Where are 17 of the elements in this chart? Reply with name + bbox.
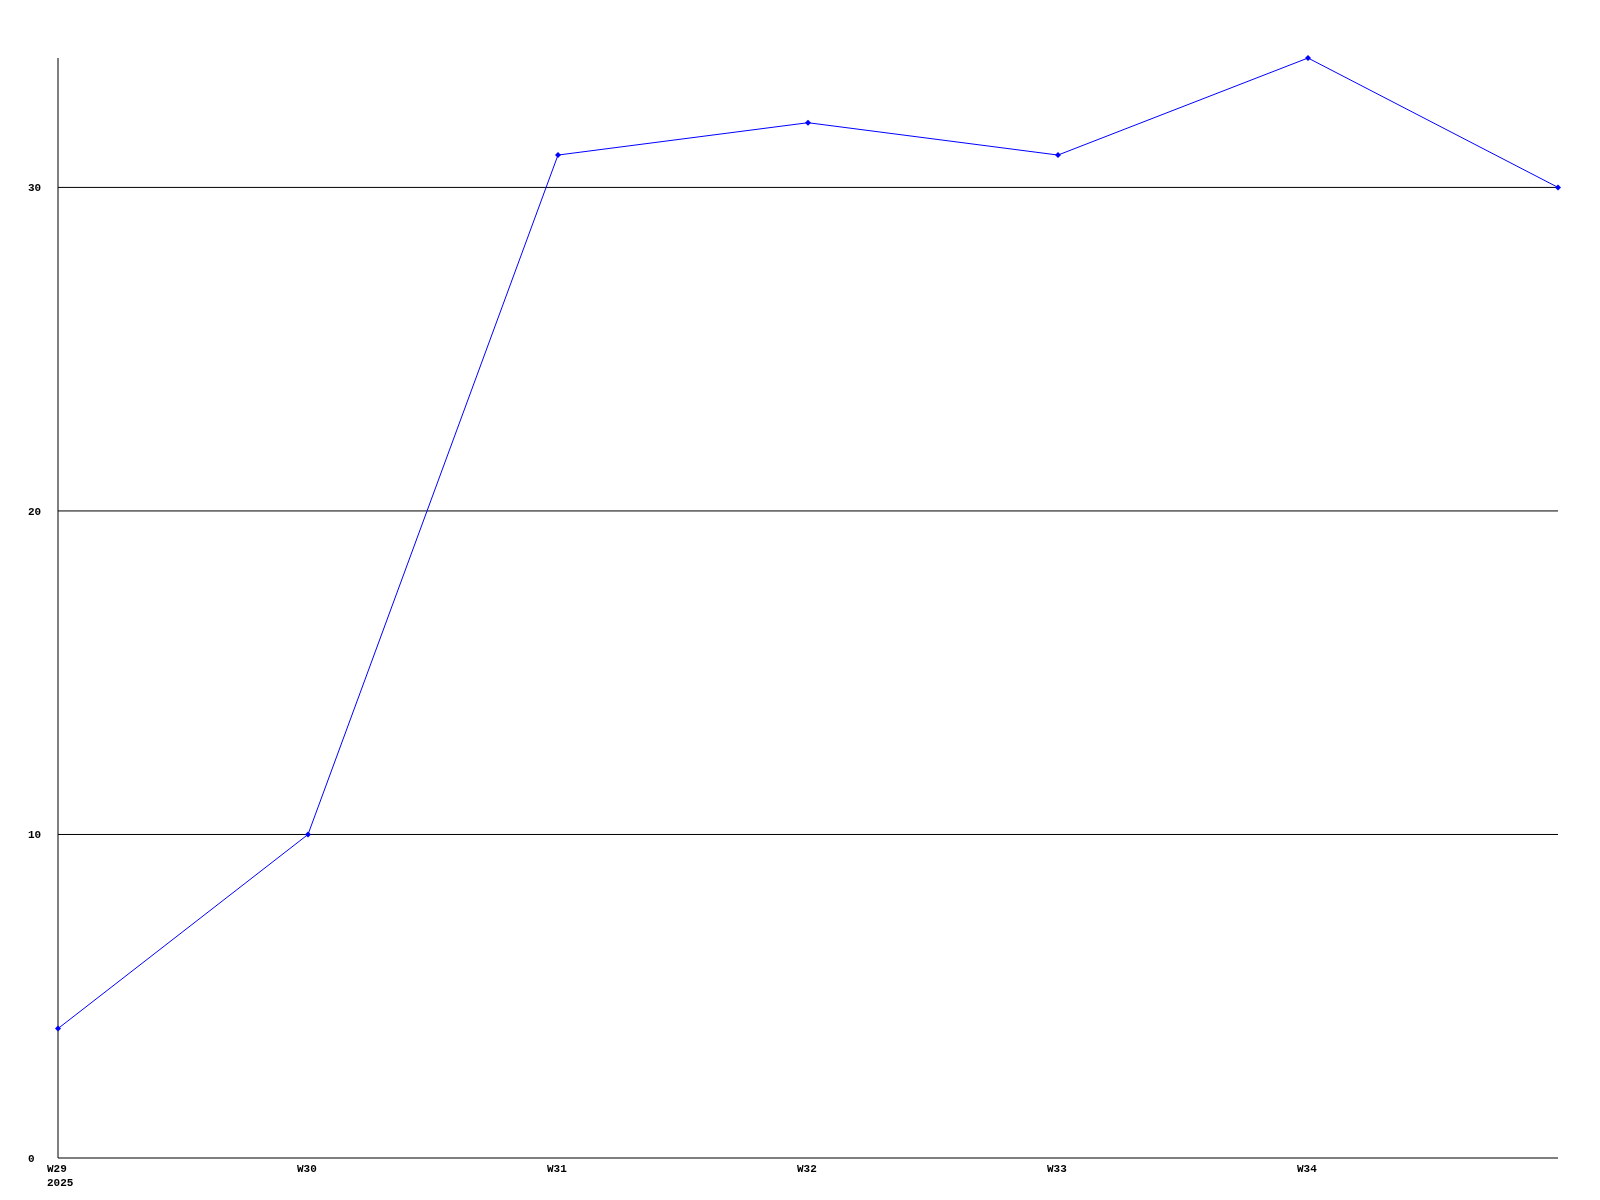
point [1055,152,1061,159]
point [305,831,311,838]
y-tick-label: 10 [28,829,42,842]
y-tick-label: 20 [28,505,42,518]
x-tick-label: W33 [1047,1163,1068,1175]
y-tick-label: 0 [28,1152,35,1165]
point [55,1025,61,1032]
x-tick-label: W31 [547,1163,568,1175]
y-tick-label: 30 [28,182,42,195]
point [1305,55,1311,61]
point [805,119,811,126]
x-tick-label: W29 2025 [47,1163,74,1189]
x-tick-label: W30 [297,1163,317,1175]
point [555,152,561,159]
x-tick-label: W34 [1297,1163,1318,1175]
x-tick-label: W32 [797,1163,817,1175]
point [1555,184,1561,191]
